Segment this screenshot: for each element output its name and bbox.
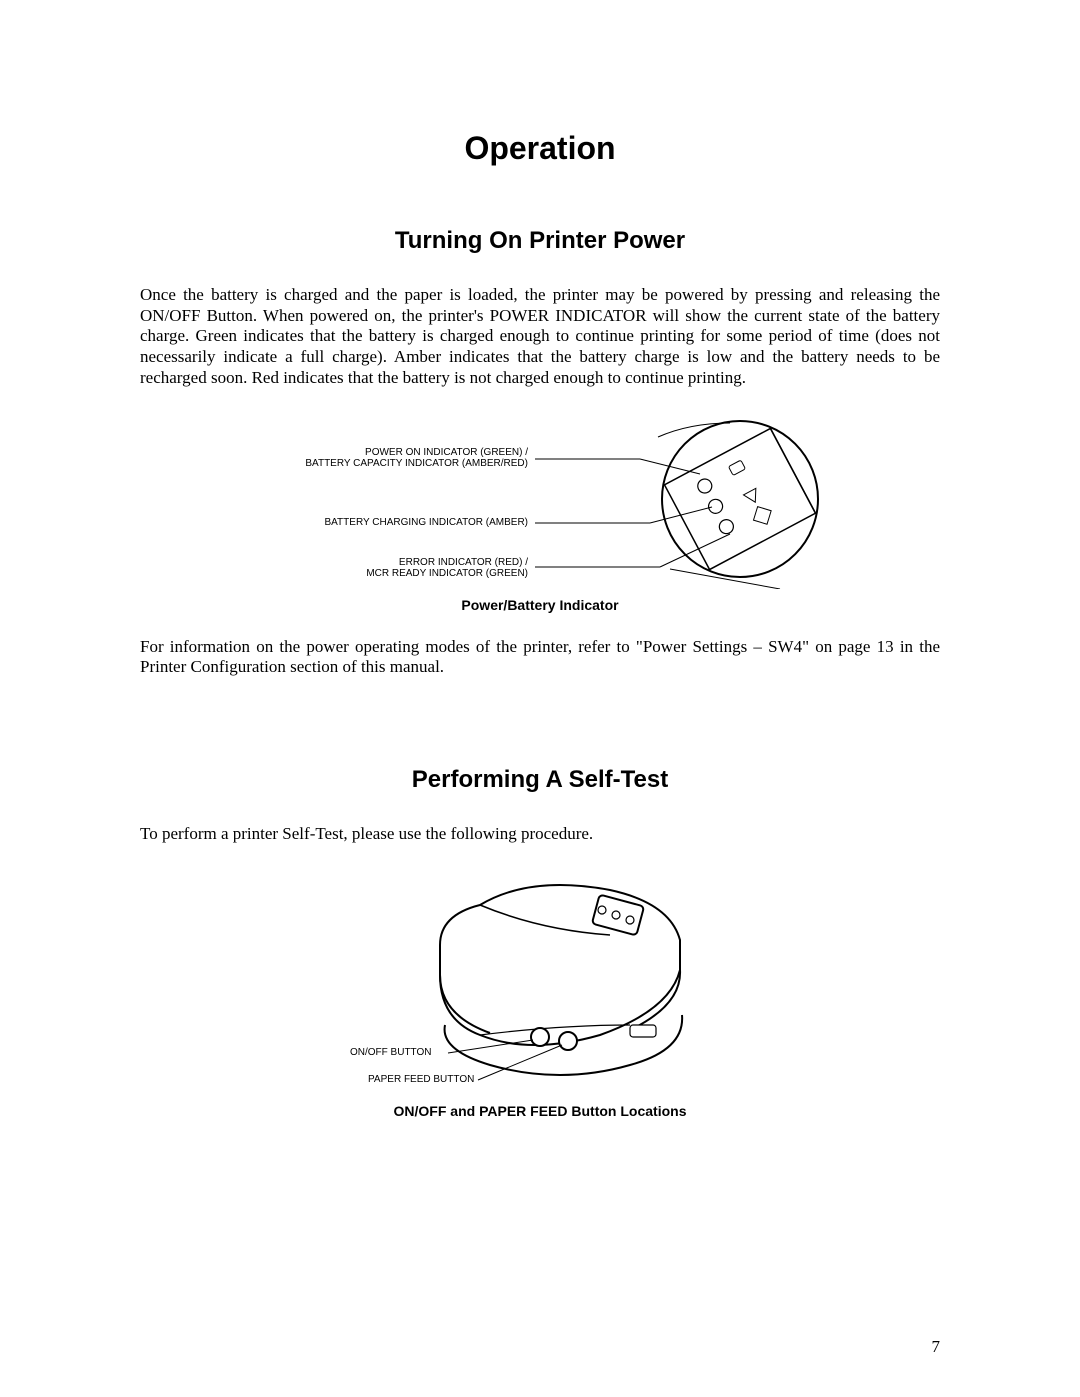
page-number: 7: [932, 1337, 941, 1357]
section-heading-power: Turning On Printer Power: [140, 227, 940, 255]
figure-power-indicator: POWER ON INDICATOR (GREEN) / BATTERY CAP…: [260, 419, 820, 589]
figure1-caption: Power/Battery Indicator: [140, 597, 940, 613]
printer-outline-diagram: [330, 875, 750, 1095]
page-title: Operation: [140, 130, 940, 167]
selftest-paragraph: To perform a printer Self-Test, please u…: [140, 824, 940, 845]
power-paragraph-1: Once the battery is charged and the pape…: [140, 285, 940, 389]
power-indicator-diagram: [260, 419, 820, 589]
figure2-caption: ON/OFF and PAPER FEED Button Locations: [140, 1103, 940, 1119]
power-paragraph-2: For information on the power operating m…: [140, 637, 940, 678]
figure-button-locations: ON/OFF BUTTON PAPER FEED BUTTON: [330, 875, 750, 1095]
section-spacer: [140, 696, 940, 766]
label-onoff-button: ON/OFF BUTTON: [350, 1047, 431, 1058]
manual-page: Operation Turning On Printer Power Once …: [0, 0, 1080, 1397]
indicator-label-charging: BATTERY CHARGING INDICATOR (AMBER): [324, 517, 528, 529]
indicator-label-power-on: POWER ON INDICATOR (GREEN) / BATTERY CAP…: [305, 447, 528, 470]
indicator-label-error: ERROR INDICATOR (RED) / MCR READY INDICA…: [366, 557, 528, 580]
label-paperfeed-button: PAPER FEED BUTTON: [368, 1074, 474, 1085]
section-heading-selftest: Performing A Self-Test: [140, 766, 940, 794]
